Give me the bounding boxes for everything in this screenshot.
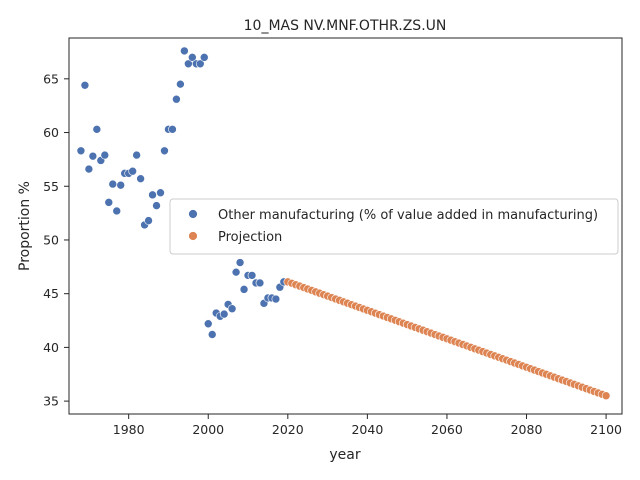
legend-marker-series-1 [188,209,198,219]
data-point-observed [271,294,281,304]
data-point-observed [88,151,98,161]
data-point-observed [116,180,126,190]
data-point-observed [172,94,181,104]
legend-marker-series-2 [188,231,198,241]
data-point-observed [207,330,217,339]
data-point-observed [188,53,197,62]
y-tick-label: 50 [43,232,59,247]
x-tick-label: 1980 [113,422,145,437]
data-point-observed [112,206,122,216]
data-point-observed [148,190,157,200]
x-tick-label: 2020 [272,422,304,437]
legend-box [169,198,619,255]
data-point-observed [80,80,90,90]
legend-label-series-1: Other manufacturing (% of value added in… [218,208,598,223]
y-tick-label: 55 [43,179,59,194]
data-point-observed [152,201,161,210]
data-point-observed [203,319,213,329]
data-point-projection [601,391,611,401]
x-tick-label: 2060 [431,422,463,437]
data-point-observed [108,179,118,189]
data-point-observed [100,150,110,160]
legend: Other manufacturing (% of value added in… [169,198,619,255]
data-point-observed [84,164,94,174]
data-point-observed [255,278,265,288]
x-axis-label: year [329,447,360,463]
plot-frame [68,37,623,415]
x-tick-label: 2080 [511,422,543,437]
data-point-observed [239,285,249,294]
y-axis-label: Proportion % [17,181,33,271]
x-axis: 1980 2000 2020 2040 2060 2080 2100 [113,414,622,437]
data-point-observed [176,79,185,89]
data-point-observed [104,198,114,207]
data-point-observed [128,166,137,176]
data-point-observed [136,174,145,184]
y-axis: 35 40 45 50 55 60 65 [43,71,69,409]
data-point-observed [160,146,169,156]
data-point-observed [132,150,141,160]
data-point-observed [168,125,177,134]
data-point-observed [227,304,237,314]
data-point-observed [231,267,241,277]
y-tick-label: 65 [43,71,59,86]
data-point-observed [199,53,209,62]
data-point-observed [235,258,245,267]
data-point-observed [195,59,205,69]
x-tick-label: 2100 [590,422,622,437]
y-tick-label: 35 [43,394,59,409]
y-tick-label: 40 [43,340,59,355]
plot-area [68,37,623,415]
data-point-observed [219,309,229,319]
chart-title: 10_MAS NV.MNF.OTHR.ZS.UN [244,18,447,34]
legend-label-series-2: Projection [218,230,282,245]
y-tick-label: 45 [43,286,59,301]
data-point-observed [144,216,153,225]
y-tick-label: 60 [43,125,59,140]
data-point-observed [76,146,86,156]
data-point-observed [92,125,102,134]
data-points [76,46,611,401]
x-tick-label: 2040 [351,422,383,437]
data-point-observed [247,271,257,280]
data-point-observed [180,46,189,56]
data-point-observed [156,188,165,197]
x-tick-label: 2000 [192,422,224,437]
